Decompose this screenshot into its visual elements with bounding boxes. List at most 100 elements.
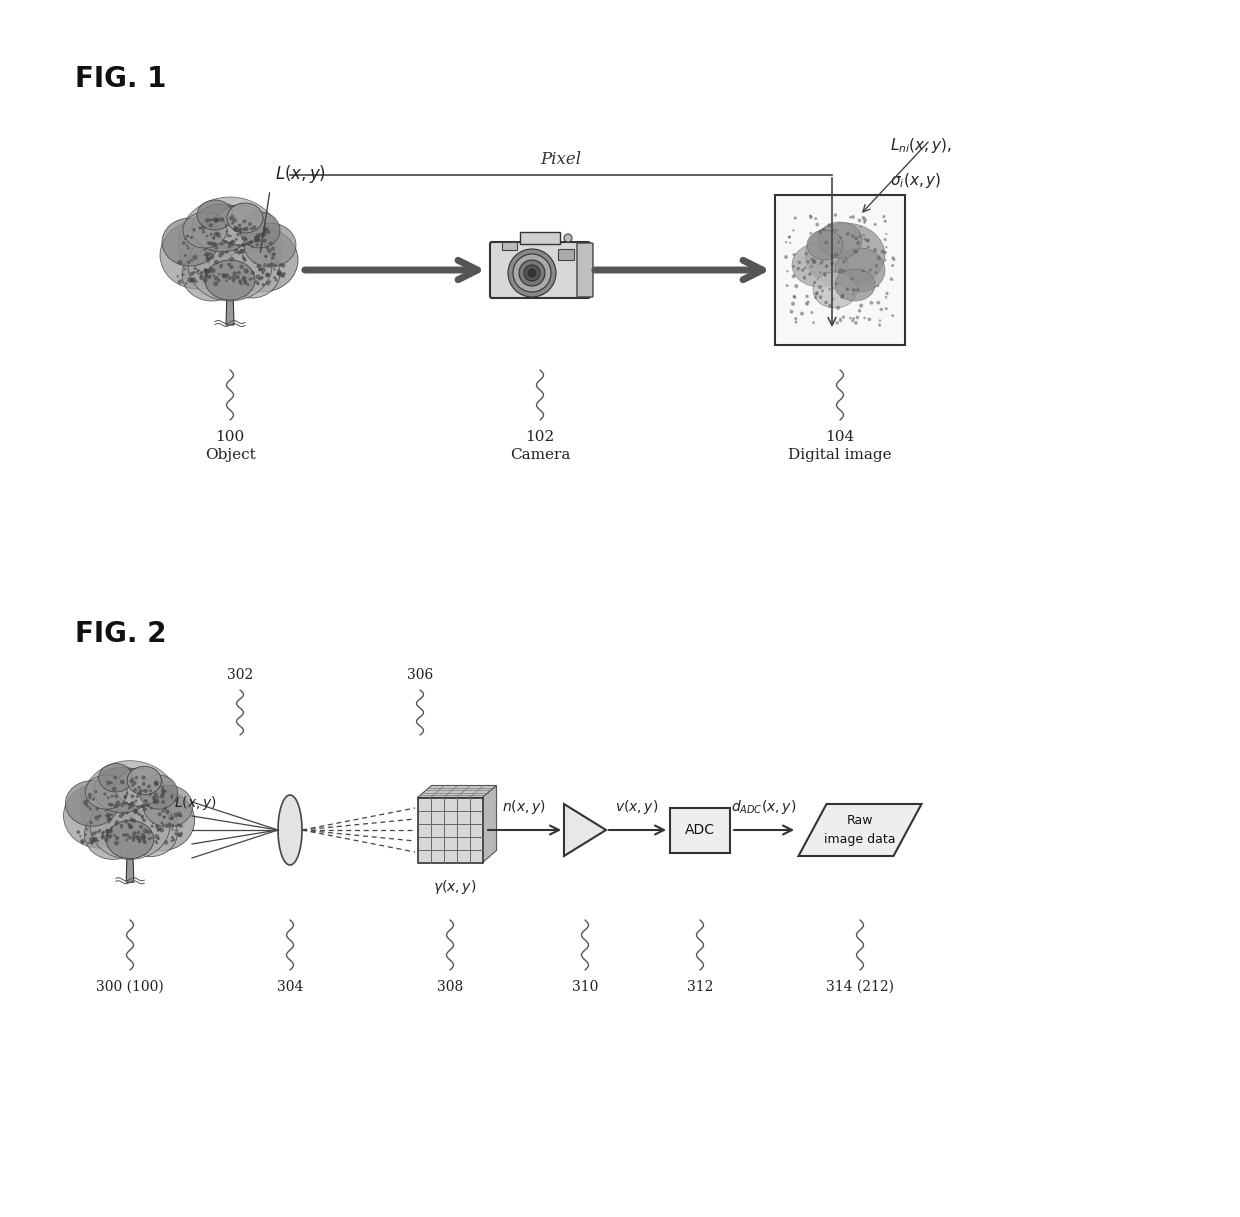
Circle shape xyxy=(144,829,148,832)
Circle shape xyxy=(875,271,877,273)
Circle shape xyxy=(241,284,242,285)
Circle shape xyxy=(156,800,159,803)
Circle shape xyxy=(807,260,808,263)
Text: $L(x, y)$: $L(x, y)$ xyxy=(275,163,326,185)
Circle shape xyxy=(124,795,126,798)
Circle shape xyxy=(247,242,250,245)
Circle shape xyxy=(867,239,869,242)
Circle shape xyxy=(242,256,244,257)
Circle shape xyxy=(258,284,259,285)
Circle shape xyxy=(820,262,822,264)
Circle shape xyxy=(232,219,236,223)
Circle shape xyxy=(136,836,140,840)
Circle shape xyxy=(192,277,196,281)
Ellipse shape xyxy=(84,811,141,859)
Circle shape xyxy=(133,819,135,823)
Circle shape xyxy=(262,268,265,271)
FancyBboxPatch shape xyxy=(490,242,590,298)
Circle shape xyxy=(267,246,268,248)
Circle shape xyxy=(795,318,797,320)
Ellipse shape xyxy=(244,223,296,267)
Circle shape xyxy=(94,837,98,841)
Circle shape xyxy=(124,820,128,823)
Text: $d_{ADC}(x, y)$: $d_{ADC}(x, y)$ xyxy=(732,798,796,817)
Circle shape xyxy=(119,814,123,818)
Circle shape xyxy=(124,803,125,804)
Circle shape xyxy=(279,274,283,276)
Circle shape xyxy=(83,801,87,804)
Circle shape xyxy=(805,267,806,269)
Circle shape xyxy=(795,321,797,323)
Circle shape xyxy=(262,232,265,236)
Circle shape xyxy=(884,239,887,241)
Circle shape xyxy=(206,235,208,237)
Circle shape xyxy=(234,228,237,231)
Circle shape xyxy=(528,269,536,277)
Circle shape xyxy=(270,263,273,265)
Circle shape xyxy=(241,249,244,253)
Circle shape xyxy=(211,269,215,273)
Circle shape xyxy=(108,835,112,839)
Text: 100
Object: 100 Object xyxy=(205,430,255,462)
Circle shape xyxy=(126,792,128,795)
Circle shape xyxy=(867,240,868,242)
Ellipse shape xyxy=(192,204,252,252)
Circle shape xyxy=(795,285,797,287)
Circle shape xyxy=(165,824,167,826)
Circle shape xyxy=(102,835,104,839)
Circle shape xyxy=(248,223,252,225)
Circle shape xyxy=(857,316,859,319)
Circle shape xyxy=(241,249,243,253)
Circle shape xyxy=(843,262,844,263)
Circle shape xyxy=(164,790,166,792)
Circle shape xyxy=(264,240,267,242)
Ellipse shape xyxy=(81,761,180,852)
Circle shape xyxy=(839,269,841,271)
Ellipse shape xyxy=(205,260,255,301)
Circle shape xyxy=(95,831,97,834)
Circle shape xyxy=(252,271,254,274)
Circle shape xyxy=(114,841,118,845)
Circle shape xyxy=(228,246,229,248)
Circle shape xyxy=(212,219,213,220)
Circle shape xyxy=(148,785,150,787)
Circle shape xyxy=(280,264,283,267)
Circle shape xyxy=(815,218,817,219)
Circle shape xyxy=(129,808,130,809)
Circle shape xyxy=(221,267,222,268)
Circle shape xyxy=(237,276,239,279)
Circle shape xyxy=(249,279,252,280)
Circle shape xyxy=(243,258,244,259)
Circle shape xyxy=(110,803,113,807)
Circle shape xyxy=(149,793,151,796)
Ellipse shape xyxy=(66,780,119,826)
Circle shape xyxy=(228,242,231,245)
Circle shape xyxy=(161,789,165,792)
Circle shape xyxy=(129,804,133,808)
Circle shape xyxy=(162,817,165,818)
Polygon shape xyxy=(278,795,303,865)
Circle shape xyxy=(206,252,210,256)
Circle shape xyxy=(258,235,259,236)
Circle shape xyxy=(171,836,174,839)
Circle shape xyxy=(115,820,119,824)
Circle shape xyxy=(234,226,237,229)
Circle shape xyxy=(226,274,228,277)
Circle shape xyxy=(171,840,172,842)
Circle shape xyxy=(854,249,858,253)
Circle shape xyxy=(114,804,118,807)
Circle shape xyxy=(201,271,203,273)
Text: 314 (212): 314 (212) xyxy=(826,980,894,994)
Circle shape xyxy=(794,253,795,256)
Circle shape xyxy=(112,795,113,797)
Circle shape xyxy=(110,814,113,815)
Circle shape xyxy=(277,273,279,275)
Ellipse shape xyxy=(160,221,236,288)
Circle shape xyxy=(868,318,870,320)
Circle shape xyxy=(97,808,98,811)
Circle shape xyxy=(241,265,243,268)
Bar xyxy=(670,808,730,852)
Circle shape xyxy=(93,798,94,800)
Circle shape xyxy=(186,282,187,285)
Circle shape xyxy=(252,246,253,248)
